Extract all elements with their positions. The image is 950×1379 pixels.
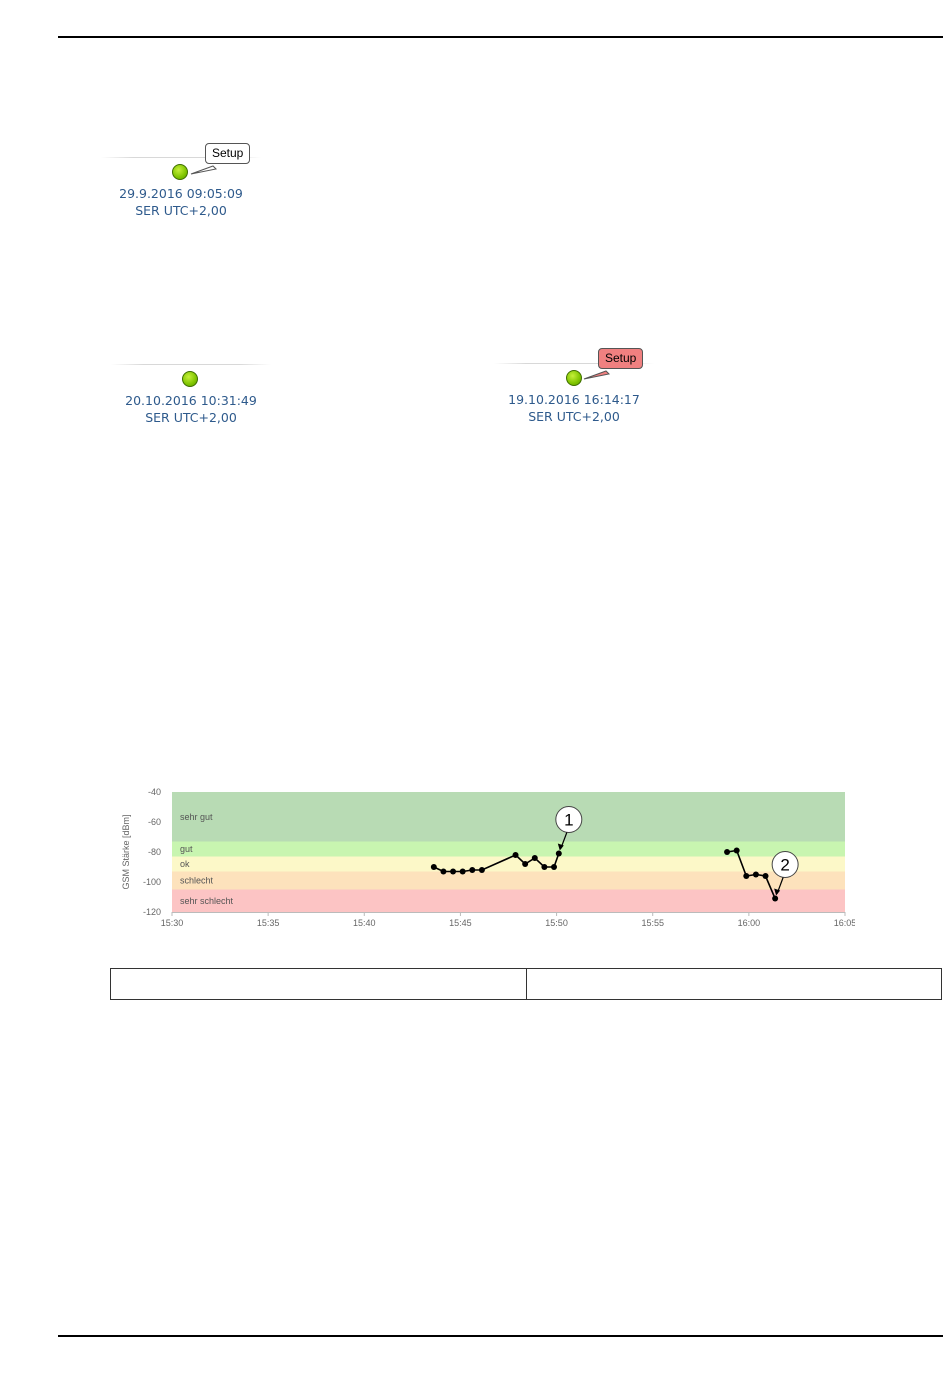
band-sehr-gut (172, 792, 845, 842)
data-point (724, 849, 731, 855)
y-tick-label: -120 (143, 907, 161, 917)
x-tick-label: 16:00 (738, 918, 761, 928)
y-tick-label: -60 (148, 817, 161, 827)
status-separator (111, 364, 271, 365)
x-tick-label: 15:30 (161, 918, 184, 928)
status-timezone: SER UTC+2,00 (528, 409, 620, 424)
x-tick-label: 15:40 (353, 918, 376, 928)
bubble-tail-icon (583, 370, 611, 380)
data-point (512, 852, 519, 858)
bubble-tail-icon (190, 165, 218, 175)
x-tick-label: 15:55 (641, 918, 664, 928)
setup-badge[interactable]: Setup (205, 143, 251, 164)
data-point (772, 895, 779, 902)
data-point (522, 861, 529, 867)
data-point (551, 864, 558, 870)
band-label: sehr gut (180, 812, 213, 822)
table-cell-right (525, 969, 942, 999)
data-point (541, 864, 548, 870)
callout-number: 2 (780, 856, 789, 875)
y-axis-label: GSM Stärke [dBm] (121, 814, 131, 889)
y-tick-label: -80 (148, 847, 161, 857)
band-label: ok (180, 859, 190, 869)
y-tick-label: -100 (143, 877, 161, 887)
band-sehr-schlecht (172, 889, 845, 912)
data-point (450, 868, 457, 875)
data-point (469, 867, 476, 873)
band-ok (172, 856, 845, 872)
x-tick-label: 15:35 (257, 918, 280, 928)
data-point (762, 873, 769, 879)
callout-circle (771, 851, 799, 878)
callout-circle (555, 806, 583, 833)
data-point (555, 850, 562, 857)
data-point (430, 864, 437, 870)
band-label: sehr schlecht (180, 896, 234, 906)
status-separator (494, 363, 654, 364)
band-label: schlecht (180, 876, 214, 886)
callout-arrowhead (557, 843, 564, 851)
band-gut (172, 841, 845, 857)
table-cell-left (111, 969, 526, 999)
band-schlecht (172, 871, 845, 890)
gsm-strength-chart: sehr gut gut ok schlecht sehr schlecht -40 -60… (121, 787, 855, 928)
x-tick-label: 15:45 (449, 918, 472, 928)
setup-badge[interactable]: Setup (598, 348, 644, 369)
data-point (752, 871, 759, 878)
data-point (459, 868, 466, 875)
status-timestamp: 19.10.2016 16:14:17 (508, 392, 640, 407)
data-point (733, 847, 740, 854)
status-timezone: SER UTC+2,00 (145, 410, 237, 425)
band-label: gut (180, 844, 193, 854)
data-point (440, 868, 447, 875)
header-rule (58, 36, 943, 38)
green-status-led-icon (566, 370, 582, 386)
data-point (531, 855, 538, 861)
callout-number: 1 (564, 811, 573, 830)
green-status-led-icon (182, 371, 198, 387)
data-point (743, 873, 750, 879)
y-tick-label: -40 (148, 787, 161, 797)
footer-rule (58, 1335, 943, 1337)
x-tick-label: 15:50 (545, 918, 568, 928)
x-tick-label: 16:05 (834, 918, 855, 928)
status-separator (101, 157, 261, 158)
data-point (478, 867, 485, 873)
caption-table (110, 968, 942, 1000)
green-status-led-icon (172, 164, 188, 180)
status-timestamp: 29.9.2016 09:05:09 (119, 186, 243, 201)
status-timezone: SER UTC+2,00 (135, 203, 227, 218)
callout-arrowhead (774, 888, 781, 896)
status-timestamp: 20.10.2016 10:31:49 (125, 393, 257, 408)
